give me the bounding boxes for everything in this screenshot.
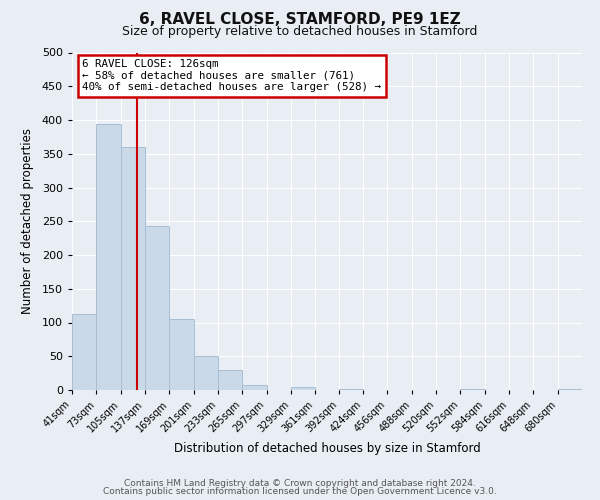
Text: 6 RAVEL CLOSE: 126sqm
← 58% of detached houses are smaller (761)
40% of semi-det: 6 RAVEL CLOSE: 126sqm ← 58% of detached …	[82, 59, 381, 92]
Bar	[460, 388, 485, 390]
Text: Contains HM Land Registry data © Crown copyright and database right 2024.: Contains HM Land Registry data © Crown c…	[124, 478, 476, 488]
Bar	[339, 388, 363, 390]
Text: Size of property relative to detached houses in Stamford: Size of property relative to detached ho…	[122, 25, 478, 38]
Text: Contains public sector information licensed under the Open Government Licence v3: Contains public sector information licen…	[103, 487, 497, 496]
Bar	[145, 226, 169, 390]
Y-axis label: Number of detached properties: Number of detached properties	[20, 128, 34, 314]
Bar	[194, 356, 218, 390]
Bar	[169, 319, 194, 390]
Text: 6, RAVEL CLOSE, STAMFORD, PE9 1EZ: 6, RAVEL CLOSE, STAMFORD, PE9 1EZ	[139, 12, 461, 28]
Bar	[72, 314, 97, 390]
Bar	[218, 370, 242, 390]
X-axis label: Distribution of detached houses by size in Stamford: Distribution of detached houses by size …	[173, 442, 481, 456]
Bar	[291, 386, 315, 390]
Bar	[97, 124, 121, 390]
Bar	[242, 384, 266, 390]
Bar	[557, 388, 582, 390]
Bar	[121, 147, 145, 390]
